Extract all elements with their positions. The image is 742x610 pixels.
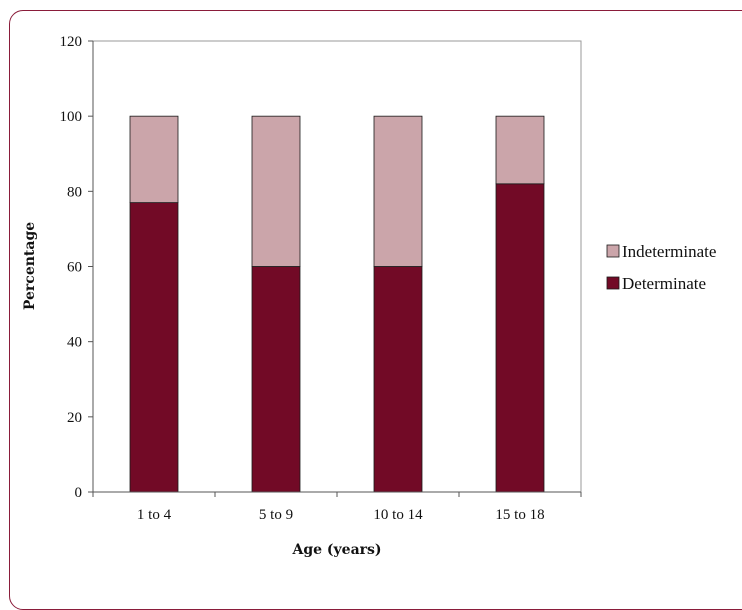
- bar-indeterminate: [373, 115, 423, 267]
- legend-swatch-indeterminate: [606, 244, 620, 258]
- bar-determinate: [251, 266, 301, 493]
- bar-indeterminate: [251, 115, 301, 267]
- x-tick-label: 1 to 4: [137, 507, 172, 523]
- y-axis: 0 20 40 60 80 100 120: [60, 34, 94, 501]
- bar-determinate: [129, 202, 179, 493]
- legend-label-determinate: Determinate: [622, 274, 706, 293]
- x-axis-title: Age (years): [291, 542, 381, 558]
- bar-determinate: [373, 266, 423, 493]
- legend: Indeterminate Determinate: [606, 242, 716, 293]
- y-tick-label: 40: [67, 335, 82, 351]
- y-tick-label: 20: [67, 410, 82, 426]
- y-tick-label: 120: [60, 34, 83, 50]
- x-axis: 1 to 4 5 to 9 10 to 14 15 to 18: [92, 491, 582, 523]
- bar-indeterminate: [129, 115, 179, 204]
- legend-swatch-determinate: [606, 276, 620, 290]
- bars: [129, 115, 545, 493]
- bar-determinate: [495, 183, 545, 493]
- y-tick-label: 0: [75, 485, 83, 501]
- x-tick-label: 15 to 18: [495, 507, 544, 523]
- y-axis-title: Percentage: [22, 222, 38, 310]
- stacked-bar-chart: 0 20 40 60 80 100 120 1 to 4 5 to 9 10 to 14 15 t…: [22, 34, 716, 558]
- legend-label-indeterminate: Indeterminate: [622, 242, 716, 261]
- y-tick-label: 60: [67, 260, 82, 276]
- y-tick-label: 80: [67, 184, 82, 200]
- x-tick-label: 10 to 14: [373, 507, 423, 523]
- x-tick-label: 5 to 9: [259, 507, 293, 523]
- bar-indeterminate: [495, 115, 545, 185]
- y-tick-label: 100: [60, 109, 83, 125]
